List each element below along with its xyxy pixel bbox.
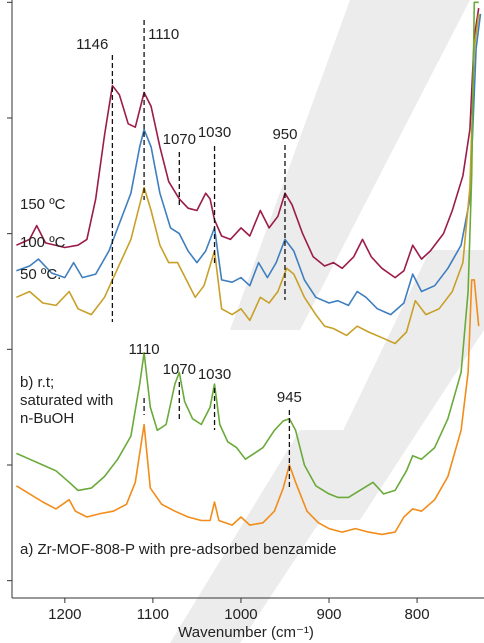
spectrum-line [16, 1, 479, 499]
x-axis-title: Wavenumber (cm⁻¹) [178, 624, 314, 641]
spectrum-line [15, 279, 480, 536]
peak-label: 1070 [163, 361, 196, 378]
peak-label: 1110 [129, 341, 160, 358]
spectrum-line [16, 13, 482, 316]
series-label: 50 ºC. [20, 266, 62, 283]
peak-label: 950 [272, 126, 297, 143]
x-tick-label: 1100 [137, 606, 169, 623]
peak-label: 1030 [198, 366, 231, 383]
peak-label: 945 [277, 389, 302, 406]
peak-label: 1110 [148, 26, 179, 43]
peak-label: 1030 [198, 124, 231, 141]
x-tick-label: 1200 [48, 606, 81, 623]
series-label: a) Zr-MOF-808-P with pre-adsorbed benzam… [20, 541, 337, 558]
spectrum-line [16, 7, 480, 279]
series-label: 100 ºC [20, 234, 66, 251]
x-tick-label: 1000 [224, 606, 257, 623]
x-tick-label: 900 [316, 606, 341, 623]
series-label: b) r.t; saturated with n-BuOH [20, 374, 114, 427]
series-label: 150 ºC [20, 196, 66, 213]
peak-label: 1146 [76, 36, 108, 53]
watermark [170, 0, 484, 643]
peak-label: 1070 [163, 131, 196, 148]
spectrum-line [16, 13, 480, 345]
x-tick-label: 800 [405, 606, 430, 623]
